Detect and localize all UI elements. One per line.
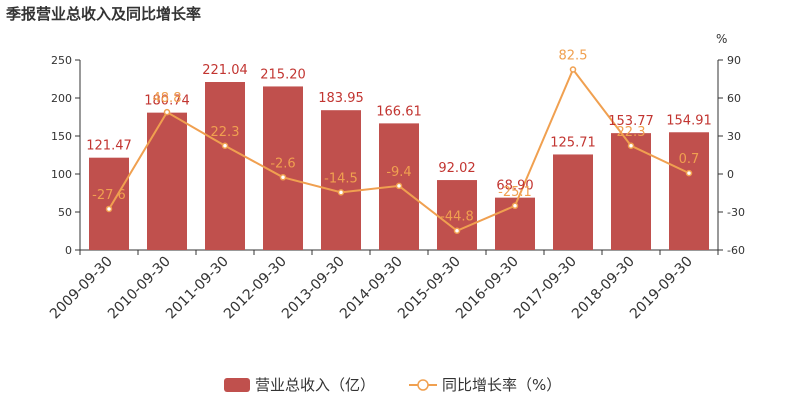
line-series (105, 66, 693, 234)
legend-bar-label: 营业总收入（亿） (255, 376, 375, 394)
line-point (453, 227, 461, 234)
bar-value-label: 180.74 (144, 94, 190, 109)
line-point (337, 189, 345, 196)
bar (321, 110, 361, 250)
y-left-tick-label: 100 (51, 168, 72, 181)
bar-value-label: 183.95 (318, 91, 364, 106)
y-right-tick-label: 90 (727, 54, 741, 67)
bar (553, 154, 593, 250)
y-left-tick-label: 50 (58, 206, 72, 219)
line-point (685, 169, 693, 177)
line-value-label: 22.3 (211, 125, 240, 140)
y-right-tick-label: -60 (727, 244, 745, 257)
y-left-tick-label: 150 (51, 130, 72, 143)
bar-value-label: 215.20 (260, 67, 306, 82)
y-left-tick-label: 250 (51, 54, 72, 67)
chart-title: 季报营业总收入及同比增长率 (6, 5, 202, 23)
data-labels: 121.47 180.74 221.04 215.20 183.95 166.61 92.0… (86, 49, 712, 225)
line-point (569, 66, 577, 73)
bar (263, 86, 303, 250)
line-point (395, 182, 403, 190)
bar-value-label: 68.90 (496, 179, 533, 194)
bar-value-label: 92.02 (438, 161, 475, 176)
bar (437, 180, 477, 250)
bar-value-label: 153.77 (608, 114, 654, 129)
y-right-tick-label: -30 (727, 206, 745, 219)
line-value-label: 48.8 (153, 91, 182, 106)
x-tick-label: 2019-09-30 (627, 254, 696, 323)
y-right-tick-label: 0 (727, 168, 734, 181)
line-value-label: 22.3 (617, 125, 646, 140)
line-value-label: -25.1 (498, 185, 532, 200)
bar-value-label: 166.61 (376, 104, 422, 119)
y-right-tick-label: 60 (727, 92, 741, 105)
legend-bar-swatch (224, 378, 250, 392)
bar-value-label: 125.71 (550, 135, 596, 150)
legend-line-label: 同比增长率（%） (442, 376, 561, 394)
bar (669, 132, 709, 250)
line-value-label: -9.4 (386, 165, 411, 180)
line-point (163, 108, 171, 116)
bar-value-label: 121.47 (86, 139, 132, 154)
bar-value-label: 221.04 (202, 63, 248, 78)
line-point (511, 202, 519, 210)
line-value-label: -2.6 (270, 156, 295, 171)
bar-value-label: 154.91 (666, 113, 712, 128)
bar (611, 133, 651, 250)
legend: 营业总收入（亿） 同比增长率（%） (224, 376, 561, 394)
line-value-label: -44.8 (440, 210, 474, 225)
line-value-label: 82.5 (559, 49, 588, 64)
line-point (105, 205, 113, 213)
bar (89, 157, 129, 250)
y-left-tick-label: 200 (51, 92, 72, 105)
line-point (627, 142, 635, 150)
y-left-tick-label: 0 (65, 244, 72, 257)
bar (147, 112, 187, 250)
legend-line-marker (417, 379, 429, 391)
line-point (279, 174, 287, 181)
line-value-label: -14.5 (324, 171, 358, 186)
bar (205, 82, 245, 250)
y-right-unit: % (716, 32, 727, 46)
y-right-tick-label: 30 (727, 130, 741, 143)
line-value-label: -27.6 (92, 188, 126, 203)
line-point (221, 142, 229, 150)
line-value-label: 0.7 (679, 152, 700, 167)
